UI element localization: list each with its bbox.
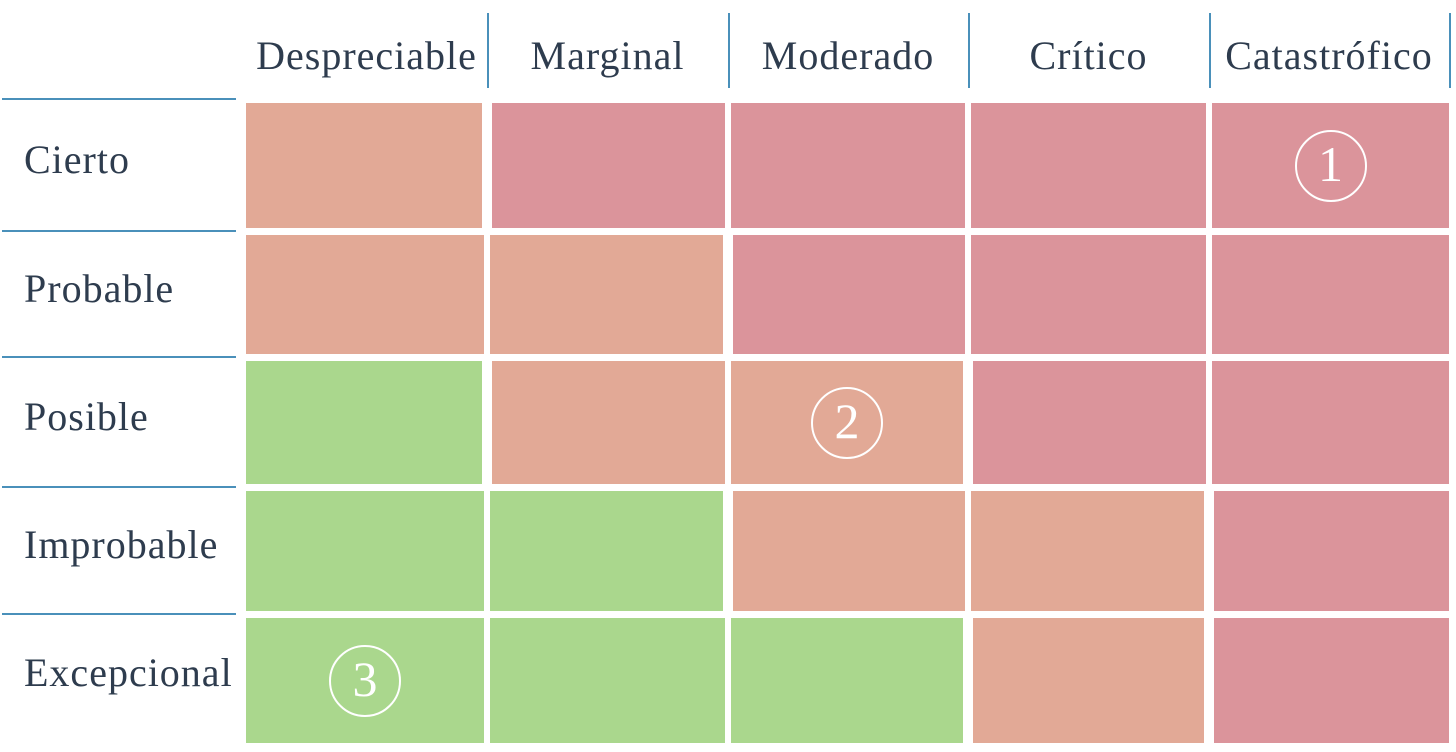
row-label-cierto: Cierto — [24, 136, 130, 182]
column-headers: Despreciable Marginal Moderado Crítico Catas… — [246, 0, 1449, 99]
risk-cell-posible-marginal[interactable] — [487, 357, 728, 487]
risk-cell-cierto-despreciable[interactable] — [246, 99, 487, 231]
risk-cell-posible-critico[interactable] — [968, 357, 1209, 487]
risk-cell-cierto-moderado[interactable] — [728, 99, 968, 231]
column-header-marginal: Marginal — [530, 33, 685, 78]
risk-cell-improbable-despreciable[interactable] — [246, 487, 487, 614]
risk-cell-probable-moderado[interactable] — [728, 231, 968, 357]
matrix-grid: 1 2 3 — [246, 99, 1449, 743]
risk-cell-probable-despreciable[interactable] — [246, 231, 487, 357]
header-divider — [1449, 13, 1451, 88]
risk-cell-probable-catastrofico[interactable] — [1209, 231, 1449, 357]
row-label-probable: Probable — [24, 265, 175, 311]
column-header-moderado: Moderado — [761, 33, 935, 78]
risk-cell-improbable-catastrofico[interactable] — [1209, 487, 1449, 614]
risk-cell-excepcional-critico[interactable] — [968, 614, 1209, 743]
row-label-posible: Posible — [24, 393, 149, 439]
risk-cell-cierto-critico[interactable] — [968, 99, 1209, 231]
risk-cell-probable-marginal[interactable] — [487, 231, 728, 357]
risk-cell-improbable-critico[interactable] — [968, 487, 1209, 614]
risk-cell-excepcional-moderado[interactable] — [728, 614, 968, 743]
risk-marker-2[interactable]: 2 — [811, 386, 883, 459]
risk-cell-probable-critico[interactable] — [968, 231, 1209, 357]
risk-cell-excepcional-catastrofico[interactable] — [1209, 614, 1449, 743]
risk-cell-cierto-marginal[interactable] — [487, 99, 728, 231]
row-divider-line — [2, 486, 236, 488]
risk-cell-improbable-marginal[interactable] — [487, 487, 728, 614]
row-divider-line — [2, 98, 236, 100]
risk-cell-excepcional-despreciable[interactable]: 3 — [246, 614, 487, 743]
row-divider-line — [2, 230, 236, 232]
header-divider — [968, 13, 970, 88]
risk-cell-excepcional-marginal[interactable] — [487, 614, 728, 743]
header-divider — [728, 13, 730, 88]
row-label-excepcional: Excepcional — [24, 650, 233, 695]
risk-cell-posible-catastrofico[interactable] — [1209, 357, 1449, 487]
header-divider — [487, 13, 489, 88]
row-label-improbable: Improbable — [24, 522, 219, 567]
risk-cell-cierto-catastrofico[interactable]: 1 — [1209, 99, 1449, 231]
header-divider — [1209, 13, 1211, 88]
column-header-critico: Crítico — [1029, 33, 1148, 78]
column-header-catastrofico: Catastrófico — [1225, 33, 1433, 78]
risk-cell-posible-moderado[interactable]: 2 — [728, 357, 968, 487]
column-header-despreciable: Despreciable — [256, 33, 477, 78]
row-divider-line — [2, 356, 236, 358]
risk-cell-posible-despreciable[interactable] — [246, 357, 487, 487]
risk-marker-3[interactable]: 3 — [329, 644, 401, 717]
risk-marker-1[interactable]: 1 — [1294, 129, 1367, 202]
row-divider-line — [2, 613, 236, 615]
risk-cell-improbable-moderado[interactable] — [728, 487, 968, 614]
